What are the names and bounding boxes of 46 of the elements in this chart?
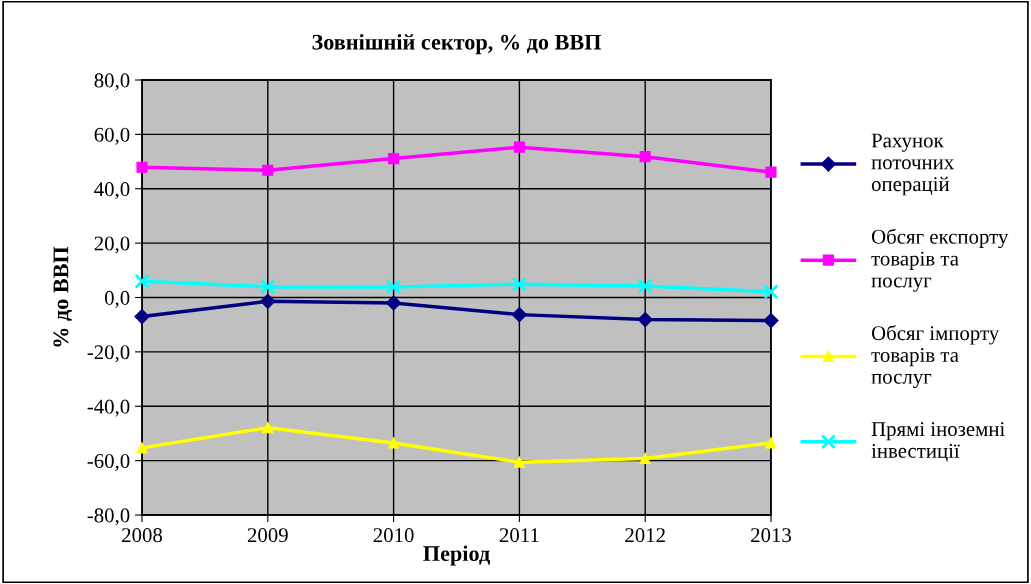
point [388, 153, 400, 165]
legend-label: Рахунок поточних операцій [871, 133, 954, 196]
y-tick-label: 0,0 [104, 290, 130, 308]
point [134, 308, 150, 325]
point [763, 284, 779, 300]
x-axis-title: Період [423, 545, 490, 566]
y-tick-label: 20,0 [94, 236, 130, 254]
point [260, 293, 276, 309]
point [765, 437, 777, 449]
point [260, 279, 276, 295]
y-tick-label: 60,0 [94, 127, 130, 145]
point [637, 278, 653, 294]
point [388, 437, 400, 449]
y-tick-label: 80,0 [94, 73, 130, 91]
point [386, 295, 402, 311]
y-axis-title: % до ВВП [53, 246, 73, 347]
x-tick-label: 2009 [247, 528, 288, 543]
point [262, 422, 274, 434]
point [385, 279, 402, 295]
point [639, 151, 651, 163]
y-tick-label: -60,0 [87, 454, 130, 472]
x-tick-label: 2012 [625, 528, 665, 543]
point [765, 166, 777, 178]
x-tick-label: 2010 [373, 528, 414, 543]
legend-label: Обсяг експорту товарів та послуг [871, 228, 1009, 292]
point [763, 313, 779, 329]
point [262, 164, 274, 176]
legend-label: Обсяг імпорту товарів та послуг [871, 325, 1000, 389]
chart-title: Зовнішній сектор, % до ВВП [312, 34, 602, 55]
legend-label: Прямі іноземні інвестиції [871, 422, 1005, 462]
point [136, 161, 148, 173]
y-tick-label: -40,0 [87, 399, 130, 417]
y-tick-label: -80,0 [87, 508, 130, 526]
point [513, 456, 525, 468]
point [639, 452, 651, 465]
point [637, 311, 653, 328]
point [134, 273, 150, 289]
x-tick-label: 2008 [122, 528, 163, 543]
point [513, 141, 525, 153]
point [511, 307, 527, 323]
point [136, 442, 148, 454]
point [511, 276, 528, 292]
x-tick-label: 2013 [751, 528, 792, 543]
y-tick-label: -20,0 [87, 345, 130, 363]
x-tick-label: 2011 [499, 528, 539, 543]
y-tick-label: 40,0 [94, 182, 130, 200]
